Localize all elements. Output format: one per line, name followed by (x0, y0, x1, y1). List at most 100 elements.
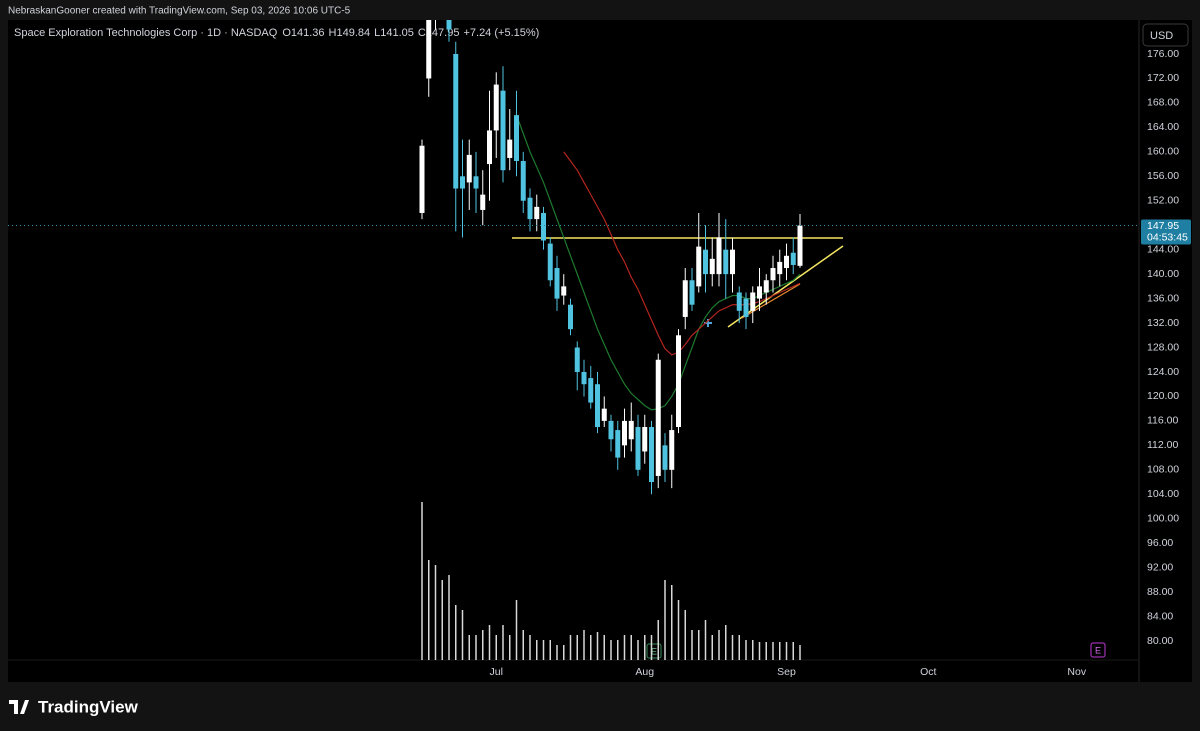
pane (8, 20, 1138, 682)
volume-bar (522, 630, 524, 660)
candle-body (763, 280, 769, 293)
volume-bar (792, 642, 794, 660)
volume-bar (482, 630, 484, 660)
volume-bar (434, 565, 437, 660)
candle-body (500, 90, 506, 171)
open: O141.36 (282, 27, 324, 39)
volume-bar (684, 610, 686, 660)
y-tick-label: 156.00 (1147, 170, 1179, 182)
candle-body (473, 176, 479, 189)
countdown: 04:53:45 (1147, 231, 1188, 243)
currency[interactable]: USD (1150, 30, 1173, 42)
volume-bar (542, 640, 545, 660)
candle-body (689, 280, 695, 305)
candle-body (730, 249, 735, 275)
y-tick-label: 132.00 (1147, 317, 1179, 329)
volume-bar (455, 605, 457, 660)
earnings-label[interactable]: E (651, 646, 657, 656)
y-tick-label: 100.00 (1147, 513, 1179, 525)
candle-body (655, 359, 661, 476)
volume-bar (529, 635, 531, 660)
y-tick-label: 88.00 (1147, 586, 1173, 598)
candle-body (642, 427, 648, 452)
earnings-label[interactable]: E (1095, 645, 1101, 655)
candle-body (750, 292, 756, 311)
candle-body (703, 249, 708, 275)
x-tick-label: Oct (920, 666, 936, 678)
candle-body (682, 280, 688, 317)
logo: TradingView (9, 697, 139, 716)
volume-bar (468, 635, 470, 660)
volume-bar (576, 635, 578, 660)
candle-body (777, 261, 783, 275)
candle-body (743, 298, 749, 317)
y-tick-label: 140.00 (1147, 268, 1179, 280)
candle-body (649, 427, 654, 483)
y-tick-label: 164.00 (1147, 121, 1179, 133)
change: +7.24 (+5.15%) (463, 27, 539, 39)
candle-body (601, 408, 607, 421)
volume-bar (617, 640, 619, 660)
y-tick-label: 168.00 (1147, 97, 1179, 109)
candle-body (595, 384, 600, 428)
candle-body (419, 145, 425, 213)
candle-body (460, 176, 465, 189)
last-price-box (1141, 219, 1191, 245)
earnings-marker[interactable] (1090, 642, 1106, 658)
volume-bar (509, 635, 511, 660)
volume-bar (515, 600, 518, 660)
volume-bar (610, 640, 612, 660)
y-tick-label: 124.00 (1147, 366, 1179, 378)
candle-body (446, 20, 452, 30)
currency-button[interactable] (1142, 23, 1189, 47)
candle-body (520, 161, 526, 201)
volume-bar (596, 632, 599, 660)
plot (419, 20, 803, 660)
x-tick-label: Aug (635, 666, 654, 678)
candle-body (662, 445, 668, 470)
volume-bar (731, 635, 734, 660)
volume-bar (502, 625, 504, 660)
price-axis (1140, 20, 1192, 682)
volume-bar (563, 645, 565, 660)
candle-body (480, 194, 486, 210)
volume-bar (711, 635, 713, 660)
volume-bar (623, 635, 626, 660)
volume-bar (644, 635, 646, 660)
volume-bar (704, 620, 707, 660)
y-tick-label: 128.00 (1147, 341, 1179, 353)
y-tick-label: 120.00 (1147, 390, 1179, 402)
candle-body (581, 371, 587, 385)
candle-body (574, 347, 580, 372)
volume-bar (461, 610, 464, 660)
volume-bar (691, 630, 693, 660)
volume-bar (765, 642, 767, 660)
volume-bar (657, 620, 659, 660)
volume-bar (785, 642, 788, 660)
candle-body (622, 420, 627, 446)
volume-bar (752, 640, 754, 660)
y-tick-label: 136.00 (1147, 292, 1179, 304)
y-tick-label: 144.00 (1147, 243, 1179, 255)
volume-bar (495, 635, 497, 660)
volume-bar (556, 645, 558, 660)
high: H149.84 (329, 27, 371, 39)
candle-body (547, 243, 553, 281)
volume-bar (549, 640, 551, 660)
volume-bar (677, 600, 680, 660)
candle-body (493, 84, 499, 131)
candle-body (757, 286, 762, 299)
y-tick-label: 84.00 (1147, 610, 1173, 622)
candle-body (696, 246, 702, 287)
candle-body (736, 292, 742, 311)
volume-bar (630, 635, 632, 660)
candle-body (588, 378, 594, 403)
candle-body (615, 430, 621, 458)
y-tick-label: 116.00 (1147, 415, 1178, 427)
candle-body (608, 420, 614, 440)
candle-body (709, 258, 715, 275)
candle-body (676, 335, 681, 428)
volume-bar (745, 640, 747, 660)
volume-bar (758, 642, 761, 660)
